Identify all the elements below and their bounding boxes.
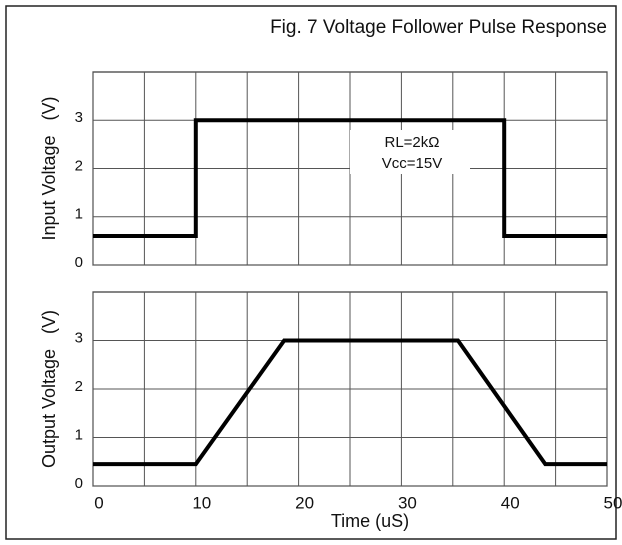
y-tick-label: 1 [75,206,83,223]
x-tick-label: 40 [501,493,520,512]
x-tick-label: 30 [398,493,417,512]
y-axis-label: Output Voltage (V) [39,310,59,468]
x-axis-label: Time (uS) [331,511,409,531]
series-line [93,338,607,467]
annotation: RL=2kΩ [385,134,440,151]
series-line [93,118,607,239]
x-tick-label: 50 [604,493,622,512]
y-tick-label: 2 [75,378,83,395]
x-tick-label: 0 [94,493,103,512]
x-tick-label: 20 [295,493,314,512]
y-tick-label: 0 [75,475,83,492]
y-tick-label: 3 [75,109,83,126]
y-tick-label: 2 [75,157,83,174]
annotation: Vcc=15V [382,155,442,172]
y-axis-label: Input Voltage (V) [39,96,59,240]
y-tick-label: 0 [75,254,83,271]
figure-border [5,5,617,540]
figure-title: Fig. 7 Voltage Follower Pulse Response [270,17,607,38]
annotation-bg [350,130,470,174]
x-tick-label: 10 [192,493,211,512]
y-tick-label: 3 [75,329,83,346]
y-tick-label: 1 [75,426,83,443]
